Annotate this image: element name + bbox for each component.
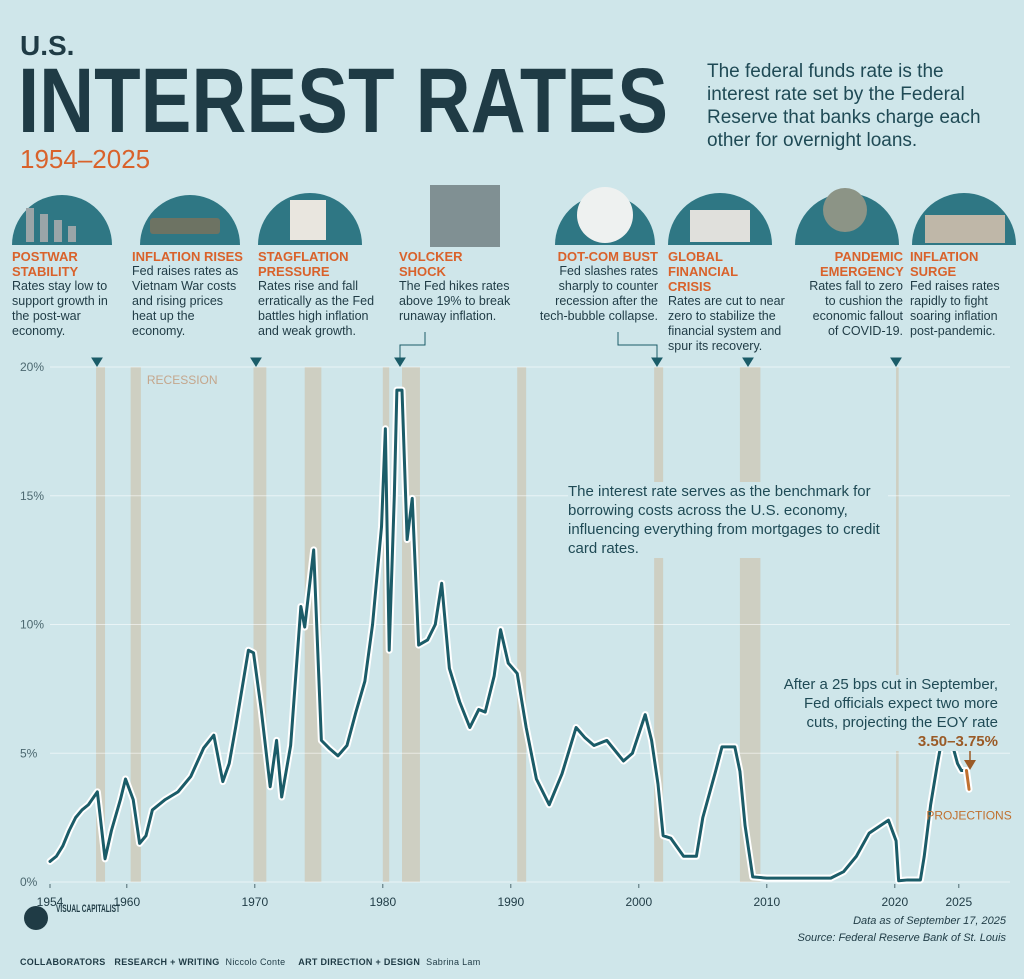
event-title: VOLCKER SHOCK <box>399 249 463 279</box>
event: DOT-COM BUST Fed slashes rates sharply to… <box>538 249 658 324</box>
icon <box>150 218 220 234</box>
role: RESEARCH + WRITING <box>114 957 220 967</box>
line <box>48 388 968 883</box>
event-icons <box>26 185 1005 247</box>
icon <box>823 188 867 232</box>
icon <box>290 200 326 240</box>
arrow <box>890 357 902 367</box>
person: Sabrina Lam <box>426 957 481 967</box>
annotation: After a 25 bps cut in September, Fed off… <box>770 675 998 751</box>
arrow <box>250 357 262 367</box>
event-text: Rates stay low to support growth in the … <box>12 279 108 338</box>
event-title: DOT-COM BUST <box>557 249 658 264</box>
y-tick-label: 5% <box>20 746 38 760</box>
event-text: Rates fall to zero to cushion the econom… <box>809 279 903 338</box>
x-tick-label: 2025 <box>945 895 972 909</box>
event-text: The Fed hikes rates above 19% to break r… <box>399 279 511 323</box>
y-tick-label: 10% <box>20 618 44 632</box>
event-title: STAGFLATION PRESSURE <box>258 249 349 279</box>
event-arrows <box>91 332 902 367</box>
x-tick-label: 1954 <box>37 895 64 909</box>
recession-label: RECESSION <box>147 373 218 387</box>
years: 1954–2025 <box>20 144 150 174</box>
event: POSTWAR STABILITY Rates stay low to suppo… <box>12 249 112 339</box>
icon <box>54 220 62 242</box>
icon <box>430 185 500 247</box>
annotation-text: After a 25 bps cut in September, Fed off… <box>783 676 998 731</box>
event-title: GLOBAL FINANCIAL CRISIS <box>668 249 738 294</box>
event: INFLATION RISES Fed raises rates as Vietn… <box>132 249 250 339</box>
arrow <box>651 357 663 367</box>
x-tick-label: 2020 <box>881 895 908 909</box>
data-note: Data as of September 17, 2025 <box>853 915 1006 927</box>
icon <box>26 208 34 242</box>
event: GLOBAL FINANCIAL CRISIS Rates are cut to … <box>668 249 796 354</box>
annotation-highlight: 3.50–3.75% <box>917 733 998 750</box>
x-tick-label: 1960 <box>113 895 140 909</box>
credits: COLLABORATORS RESEARCH + WRITING Niccolo … <box>20 957 491 967</box>
credits-label: COLLABORATORS <box>20 957 106 967</box>
event-text: Fed raises rates rapidly to fight soarin… <box>910 279 1000 338</box>
logo <box>24 906 48 930</box>
brand-logo: VISUAL CAPITALIST <box>24 903 120 930</box>
arrow <box>964 760 976 770</box>
y-tick-label: 15% <box>20 489 44 503</box>
role: ART DIRECTION + DESIGN <box>298 957 421 967</box>
x-tick-label: 2010 <box>753 895 780 909</box>
arrow <box>742 357 754 367</box>
icon <box>40 214 48 242</box>
title: INTEREST RATES <box>18 50 668 152</box>
event-title: POSTWAR STABILITY <box>12 249 79 279</box>
line <box>964 769 971 791</box>
event-title: INFLATION SURGE <box>910 249 979 279</box>
event: STAGFLATION PRESSURE Rates rise and fall … <box>258 249 376 339</box>
line-halo <box>46 386 970 885</box>
x-tick-label: 1990 <box>497 895 524 909</box>
person: Niccolo Conte <box>225 957 286 967</box>
source: Source: Federal Reserve Bank of St. Loui… <box>797 932 1007 944</box>
y-tick-label: 20% <box>20 360 44 374</box>
event-title: PANDEMIC EMERGENCY <box>820 249 904 279</box>
x-tick-label: 1980 <box>369 895 396 909</box>
legend-label: PROJECTIONS <box>926 808 1011 822</box>
event: PANDEMIC EMERGENCY Rates fall to zero to … <box>800 249 904 339</box>
event: INFLATION SURGE Fed raises rates rapidly … <box>910 249 1018 339</box>
kicker: U.S. <box>20 30 74 61</box>
description: The federal funds rate is the interest r… <box>707 61 981 151</box>
icon <box>925 215 1005 243</box>
y-tick-label: 0% <box>20 875 38 889</box>
icon <box>690 210 750 242</box>
event-text: Fed raises rates as Vietnam War costs an… <box>132 264 239 338</box>
icon <box>68 226 76 242</box>
annotation: The interest rate serves as the benchmar… <box>568 482 888 558</box>
x-tick-label: 2000 <box>625 895 652 909</box>
brand: VISUAL CAPITALIST <box>56 903 120 915</box>
arrow-line <box>399 332 426 358</box>
event: VOLCKER SHOCK The Fed hikes rates above 1… <box>399 249 524 324</box>
x-tick-label: 1970 <box>241 895 268 909</box>
event-text: Fed slashes rates sharply to counter rec… <box>539 264 658 323</box>
arrow <box>91 357 103 367</box>
event-title: INFLATION RISES <box>132 249 243 264</box>
plot: RECESSION 0% 5% 10% 15% 20% 1954 1960 1970 1980 19… <box>20 360 1012 909</box>
icon <box>577 187 633 243</box>
arrow <box>394 357 406 367</box>
event-text: Rates rise and fall erratically as the F… <box>258 279 375 338</box>
arrow-line <box>617 332 658 358</box>
event-text: Rates are cut to near zero to stabilize … <box>668 294 785 353</box>
